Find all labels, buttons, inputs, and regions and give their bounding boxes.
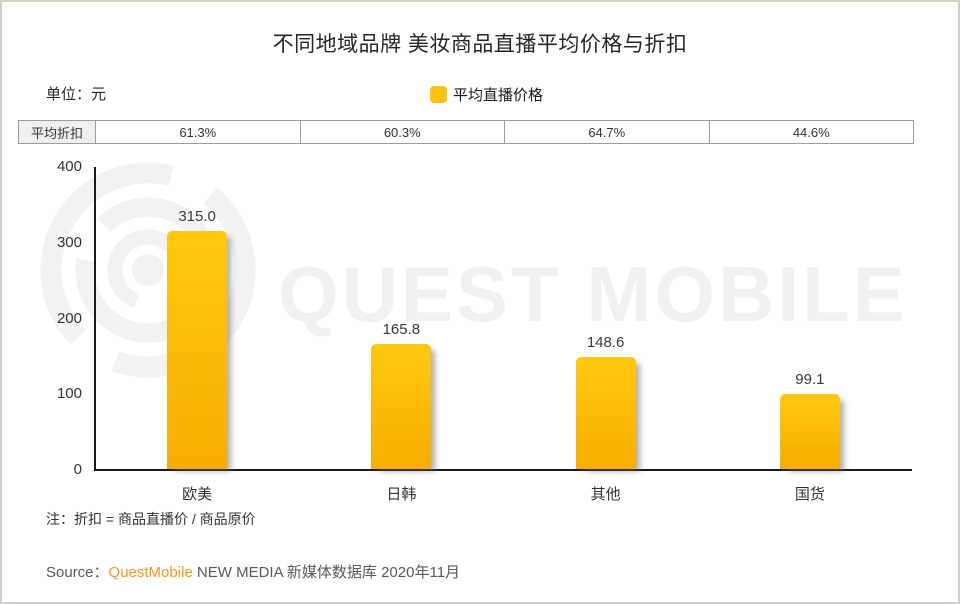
discount-value-cell: 60.3% (299, 121, 505, 143)
y-axis-tick-label: 0 (73, 461, 82, 478)
unit-label: 单位：元 (46, 86, 107, 103)
page-title: 不同地域品牌 美妆商品直播平均价格与折扣 (272, 33, 688, 56)
discount-value-cell: 44.6% (708, 121, 914, 143)
questmobile-watermark-text: QUEST MOBILE (278, 250, 908, 338)
source-suffix: NEW MEDIA 新媒体数据库 2020年11月 (192, 564, 461, 581)
bar-其他 (575, 357, 636, 469)
discount-value-cell: 61.3% (95, 121, 300, 143)
y-axis-tick-label: 400 (56, 158, 82, 175)
chart-legend: 平均直播价格 (430, 84, 543, 105)
legend-label: 平均直播价格 (453, 87, 544, 104)
bar-value-label: 148.6 (586, 334, 625, 351)
source-brand: QuestMobile (108, 564, 193, 581)
bar-value-label: 99.1 (795, 371, 825, 388)
bar-value-label: 165.8 (382, 321, 421, 338)
x-axis-category-label: 其他 (590, 486, 621, 503)
x-axis-line (94, 469, 912, 471)
y-axis-tick-label: 200 (56, 309, 82, 327)
discount-row-header: 平均折扣 (19, 121, 95, 143)
y-axis-tick-label: 300 (56, 233, 82, 251)
bar-value-label: 315.0 (178, 208, 216, 225)
source-prefix: Source： (46, 564, 109, 581)
bar-chart-plot-area: 315.0 欧美 165.8 日韩 148.6 其他 99.1 国货 (95, 167, 912, 503)
y-axis-tick-label: 100 (56, 385, 82, 403)
y-axis-line (94, 167, 96, 471)
discount-value-cell: 64.7% (504, 121, 709, 143)
bar-国货 (779, 394, 840, 469)
legend-swatch-icon (430, 86, 447, 103)
x-axis-category-label: 国货 (794, 486, 825, 503)
source-line: Source：QuestMobile NEW MEDIA 新媒体数据库 2020… (46, 561, 460, 582)
x-axis-category-label: 日韩 (386, 486, 417, 503)
bar-日韩 (371, 344, 432, 469)
x-axis-category-label: 欧美 (182, 486, 213, 503)
bar-欧美 (167, 231, 228, 469)
discount-table: 平均折扣 61.3% 60.3% 64.7% 44.6% (18, 120, 914, 144)
footnote: 注：折扣 = 商品直播价 / 商品原价 (46, 511, 256, 527)
y-axis-tick-labels: 0 100 200 300 400 (38, 158, 88, 478)
